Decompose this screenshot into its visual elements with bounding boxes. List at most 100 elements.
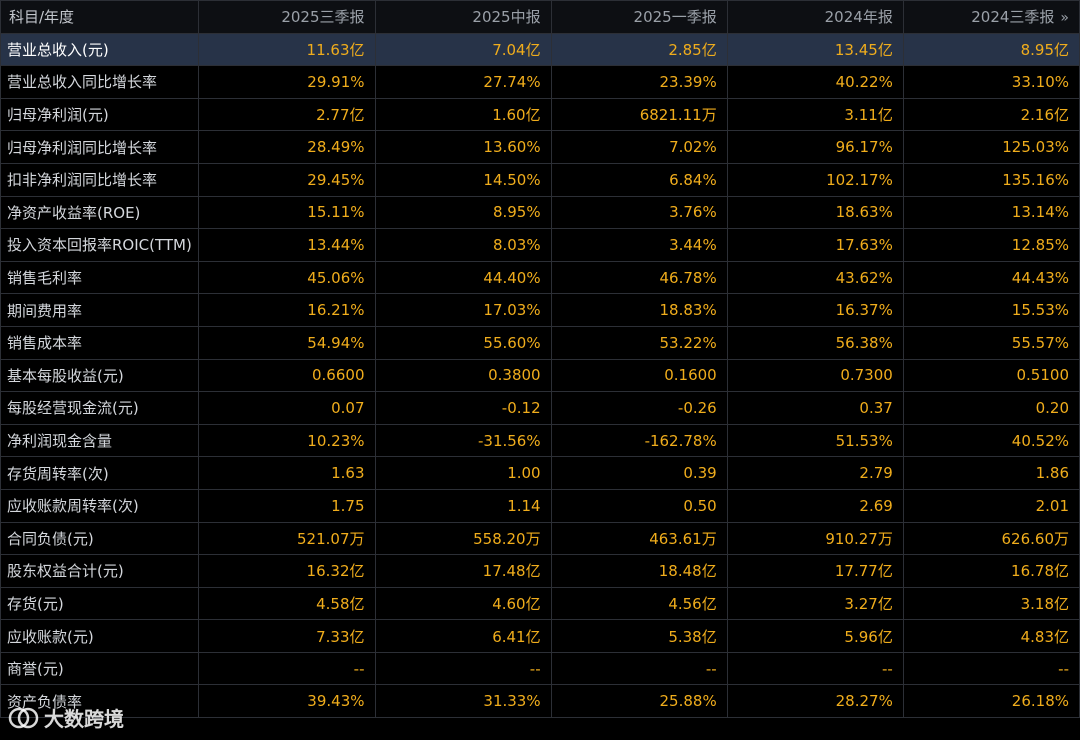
table-row[interactable]: 净资产收益率(ROE) 15.11% 8.95% 3.76% 18.63% 13.14% <box>0 195 1080 230</box>
period-header-label: 2024三季报 <box>971 8 1055 27</box>
table-row[interactable]: 应收账款周转率(次) 1.75 1.14 0.50 2.69 2.01 <box>0 488 1080 523</box>
table-row[interactable]: 销售毛利率 45.06% 44.40% 46.78% 43.62% 44.43% <box>0 260 1080 295</box>
table-row[interactable]: 存货周转率(次) 1.63 1.00 0.39 2.79 1.86 <box>0 456 1080 490</box>
table-row[interactable]: 合同负债(元) 521.07万 558.20万 463.61万 910.27万 626.6… <box>0 521 1080 556</box>
value-cell: 0.37 <box>726 391 904 425</box>
row-label: 净利润现金含量 <box>0 423 200 458</box>
double-chevron-right-icon[interactable]: » <box>1060 10 1069 27</box>
value-cell: 28.27% <box>726 684 904 719</box>
row-label: 商誉(元) <box>0 651 200 686</box>
value-cell: 11.63亿 <box>198 32 376 67</box>
table-row[interactable]: 每股经营现金流(元) 0.07 -0.12 -0.26 0.37 0.20 <box>0 391 1080 425</box>
row-label: 应收账款(元) <box>0 619 200 653</box>
table-row[interactable]: 营业总收入同比增长率 29.91% 27.74% 23.39% 40.22% 33.10% <box>0 65 1080 99</box>
value-cell: 26.18% <box>902 684 1080 719</box>
value-cell: 29.91% <box>198 65 376 99</box>
value-cell: 10.23% <box>198 423 376 458</box>
value-cell: 16.78亿 <box>902 554 1080 588</box>
value-cell: 102.17% <box>726 162 904 197</box>
row-label: 每股经营现金流(元) <box>0 391 200 425</box>
table-row[interactable]: 期间费用率 16.21% 17.03% 18.83% 16.37% 15.53% <box>0 293 1080 327</box>
value-cell: 40.22% <box>726 65 904 99</box>
value-cell: 15.53% <box>902 293 1080 327</box>
value-cell: 3.18亿 <box>902 586 1080 621</box>
value-cell: 16.37% <box>726 293 904 327</box>
table-row[interactable]: 存货(元) 4.58亿 4.60亿 4.56亿 3.27亿 3.18亿 <box>0 586 1080 621</box>
value-cell: 44.43% <box>902 260 1080 295</box>
table-row[interactable]: 投入资本回报率ROIC(TTM) 13.44% 8.03% 3.44% 17.63% 12… <box>0 228 1080 262</box>
table-row[interactable]: 扣非净利润同比增长率 29.45% 14.50% 6.84% 102.17% 135.16… <box>0 162 1080 197</box>
value-cell: 626.60万 <box>902 521 1080 556</box>
period-header[interactable]: 2024年报 <box>726 0 904 34</box>
row-label: 基本每股收益(元) <box>0 358 200 393</box>
value-cell: 13.14% <box>902 195 1080 230</box>
value-cell: 13.45亿 <box>726 32 904 67</box>
value-cell: -- <box>198 651 376 686</box>
row-label: 归母净利润同比增长率 <box>0 130 200 164</box>
table-row[interactable]: 归母净利润(元) 2.77亿 1.60亿 6821.11万 3.11亿 2.16亿 <box>0 97 1080 132</box>
period-header[interactable]: 2025一季报 <box>550 0 728 34</box>
value-cell: 39.43% <box>198 684 376 719</box>
value-cell: 55.57% <box>902 325 1080 360</box>
value-cell: 3.27亿 <box>726 586 904 621</box>
table-row[interactable]: 归母净利润同比增长率 28.49% 13.60% 7.02% 96.17% 125.03% <box>0 130 1080 164</box>
table-row[interactable]: 销售成本率 54.94% 55.60% 53.22% 56.38% 55.57% <box>0 325 1080 360</box>
row-label: 营业总收入(元) <box>0 32 200 67</box>
value-cell: 40.52% <box>902 423 1080 458</box>
row-label: 投入资本回报率ROIC(TTM) <box>0 228 200 262</box>
value-cell: 0.3800 <box>374 358 552 393</box>
value-cell: 1.60亿 <box>374 97 552 132</box>
value-cell: 1.14 <box>374 488 552 523</box>
value-cell: 0.7300 <box>726 358 904 393</box>
value-cell: 4.60亿 <box>374 586 552 621</box>
row-label: 营业总收入同比增长率 <box>0 65 200 99</box>
value-cell: -31.56% <box>374 423 552 458</box>
table-row[interactable]: 基本每股收益(元) 0.6600 0.3800 0.1600 0.7300 0.5100 <box>0 358 1080 393</box>
value-cell: -0.26 <box>550 391 728 425</box>
value-cell: 29.45% <box>198 162 376 197</box>
value-cell: 6821.11万 <box>550 97 728 132</box>
value-cell: 4.56亿 <box>550 586 728 621</box>
value-cell: 13.60% <box>374 130 552 164</box>
table-row[interactable]: 净利润现金含量 10.23% -31.56% -162.78% 51.53% 40.52% <box>0 423 1080 458</box>
value-cell: 7.04亿 <box>374 32 552 67</box>
value-cell: -- <box>726 651 904 686</box>
row-label: 资产负债率 <box>0 684 200 719</box>
financial-metrics-table: 科目/年度 2025三季报 2025中报 2025一季报 2024年报 2024… <box>0 0 1080 719</box>
value-cell: 14.50% <box>374 162 552 197</box>
value-cell: 0.6600 <box>198 358 376 393</box>
table-row[interactable]: 营业总收入(元) 11.63亿 7.04亿 2.85亿 13.45亿 8.95亿 <box>0 32 1080 67</box>
value-cell: 16.21% <box>198 293 376 327</box>
value-cell: 0.5100 <box>902 358 1080 393</box>
table-header-row: 科目/年度 2025三季报 2025中报 2025一季报 2024年报 2024… <box>0 0 1080 34</box>
value-cell: 18.63% <box>726 195 904 230</box>
value-cell: 18.48亿 <box>550 554 728 588</box>
value-cell: 7.33亿 <box>198 619 376 653</box>
value-cell: 125.03% <box>902 130 1080 164</box>
row-label: 销售毛利率 <box>0 260 200 295</box>
period-header[interactable]: 2025中报 <box>374 0 552 34</box>
value-cell: 0.50 <box>550 488 728 523</box>
table-row[interactable]: 商誉(元) -- -- -- -- -- <box>0 651 1080 686</box>
value-cell: 28.49% <box>198 130 376 164</box>
period-header[interactable]: 2024三季报 » <box>902 0 1080 34</box>
value-cell: -162.78% <box>550 423 728 458</box>
value-cell: 15.11% <box>198 195 376 230</box>
value-cell: 1.00 <box>374 456 552 490</box>
table-row[interactable]: 股东权益合计(元) 16.32亿 17.48亿 18.48亿 17.77亿 16.78亿 <box>0 554 1080 588</box>
value-cell: 2.79 <box>726 456 904 490</box>
value-cell: 6.84% <box>550 162 728 197</box>
period-header[interactable]: 2025三季报 <box>198 0 376 34</box>
value-cell: 1.86 <box>902 456 1080 490</box>
value-cell: 3.76% <box>550 195 728 230</box>
value-cell: 17.77亿 <box>726 554 904 588</box>
value-cell: 55.60% <box>374 325 552 360</box>
value-cell: 46.78% <box>550 260 728 295</box>
value-cell: 463.61万 <box>550 521 728 556</box>
table-row[interactable]: 应收账款(元) 7.33亿 6.41亿 5.38亿 5.96亿 4.83亿 <box>0 619 1080 653</box>
table-row[interactable]: 资产负债率 39.43% 31.33% 25.88% 28.27% 26.18% <box>0 684 1080 719</box>
value-cell: 2.77亿 <box>198 97 376 132</box>
value-cell: 31.33% <box>374 684 552 719</box>
value-cell: 17.48亿 <box>374 554 552 588</box>
value-cell: 4.83亿 <box>902 619 1080 653</box>
